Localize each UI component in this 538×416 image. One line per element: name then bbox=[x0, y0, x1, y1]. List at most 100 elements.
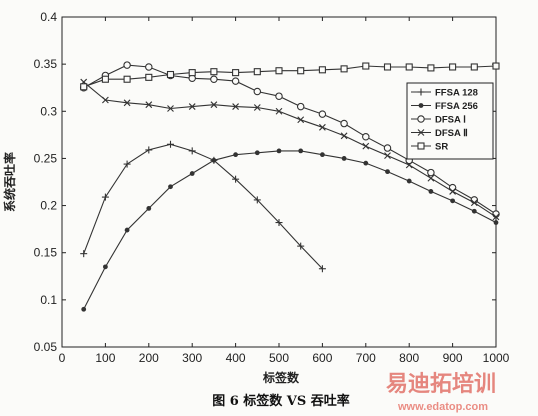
x-tick-label: 200 bbox=[139, 351, 159, 365]
legend-marker bbox=[417, 115, 425, 123]
x-axis-title: 标签数 bbox=[262, 370, 300, 385]
data-point bbox=[188, 69, 196, 77]
series-ffsa-256 bbox=[81, 148, 499, 312]
data-point bbox=[275, 92, 283, 100]
data-point bbox=[253, 196, 261, 204]
data-point bbox=[470, 63, 478, 71]
x-tick-label: 600 bbox=[312, 351, 332, 365]
x-tick-label: 500 bbox=[269, 351, 289, 365]
data-point bbox=[275, 67, 283, 75]
data-point bbox=[383, 144, 392, 152]
legend-label: FFSA 128 bbox=[435, 88, 478, 99]
series-layer bbox=[79, 61, 500, 312]
y-tick-label: 0.35 bbox=[34, 57, 58, 71]
data-point bbox=[427, 64, 435, 72]
plot-area: 0 100 200 300 400 500 600 700 800 900 1000 0.05 0.1 0… bbox=[34, 10, 510, 365]
legend-marker bbox=[417, 142, 425, 150]
data-point bbox=[166, 70, 175, 79]
data-point bbox=[318, 110, 327, 118]
y-tick-label: 0.3 bbox=[40, 104, 57, 118]
data-point bbox=[362, 62, 370, 70]
x-tick-label: 700 bbox=[356, 351, 376, 365]
data-point bbox=[318, 265, 326, 273]
data-point bbox=[145, 101, 153, 109]
legend-label: SR bbox=[435, 142, 448, 153]
data-point bbox=[383, 63, 392, 71]
watermark-url: www.edatop.com bbox=[397, 401, 488, 413]
data-point bbox=[296, 102, 305, 111]
series-ffsa-128 bbox=[80, 140, 326, 273]
data-point bbox=[297, 116, 305, 124]
data-point bbox=[405, 63, 413, 71]
y-tick-label: 0.2 bbox=[40, 199, 57, 213]
data-point bbox=[232, 69, 240, 77]
data-point bbox=[492, 62, 500, 70]
data-point bbox=[123, 99, 131, 107]
legend: FFSA 128 FFSA 256 DFSA Ⅰ DFSA Ⅱ SR bbox=[406, 82, 494, 160]
data-point bbox=[428, 189, 434, 194]
data-point bbox=[80, 83, 88, 91]
watermark-text: 易迪拓培训 bbox=[386, 371, 496, 397]
series-line bbox=[83, 150, 497, 310]
data-point bbox=[449, 188, 456, 195]
data-point bbox=[449, 63, 457, 71]
data-point bbox=[405, 161, 413, 169]
series-line bbox=[83, 143, 323, 270]
data-point bbox=[493, 220, 499, 225]
data-point bbox=[232, 103, 239, 110]
x-tick-label: 800 bbox=[399, 351, 419, 365]
data-point bbox=[253, 87, 262, 96]
data-point bbox=[80, 250, 88, 258]
data-point bbox=[492, 213, 500, 221]
legend-marker bbox=[418, 103, 424, 108]
y-tick-label: 0.4 bbox=[40, 10, 57, 24]
data-point bbox=[102, 96, 109, 104]
x-tick-label: 300 bbox=[182, 351, 202, 365]
data-point bbox=[210, 68, 218, 76]
data-point bbox=[363, 160, 369, 166]
legend-marker bbox=[417, 129, 425, 136]
data-point bbox=[188, 103, 196, 110]
data-point bbox=[231, 77, 240, 85]
data-point bbox=[297, 242, 305, 250]
data-point bbox=[320, 152, 325, 158]
series-dfsa- bbox=[79, 61, 500, 218]
data-point bbox=[254, 150, 260, 156]
data-point bbox=[253, 104, 261, 111]
data-point bbox=[340, 119, 348, 128]
data-point bbox=[298, 148, 304, 154]
data-point bbox=[341, 156, 347, 161]
data-point bbox=[101, 75, 109, 83]
data-point bbox=[427, 174, 435, 182]
data-point bbox=[210, 101, 218, 109]
y-tick-label: 0.1 bbox=[40, 293, 57, 307]
data-point bbox=[297, 67, 305, 75]
data-point bbox=[276, 148, 282, 154]
legend-label: DFSA Ⅱ bbox=[435, 128, 468, 139]
data-point bbox=[146, 206, 152, 211]
legend-marker bbox=[417, 88, 425, 96]
data-point bbox=[123, 160, 131, 168]
legend-label: DFSA Ⅰ bbox=[435, 115, 466, 126]
y-axis-title: 系统吞吐率 bbox=[2, 152, 17, 212]
data-point bbox=[81, 306, 87, 312]
data-point bbox=[167, 140, 174, 148]
data-point bbox=[145, 63, 153, 71]
data-point bbox=[124, 227, 130, 233]
data-point bbox=[340, 65, 348, 73]
data-point bbox=[450, 198, 455, 204]
series-line bbox=[83, 64, 497, 215]
data-point bbox=[145, 73, 153, 81]
y-tick-label: 0.25 bbox=[34, 151, 58, 165]
data-point bbox=[318, 66, 326, 74]
x-tick-label: 0 bbox=[59, 351, 66, 365]
data-point bbox=[319, 123, 326, 131]
data-point bbox=[427, 168, 435, 177]
data-point bbox=[253, 68, 261, 76]
data-point bbox=[232, 175, 240, 183]
x-tick-label: 900 bbox=[443, 351, 463, 365]
data-point bbox=[188, 147, 196, 155]
data-point bbox=[362, 142, 370, 150]
data-point bbox=[101, 193, 109, 201]
